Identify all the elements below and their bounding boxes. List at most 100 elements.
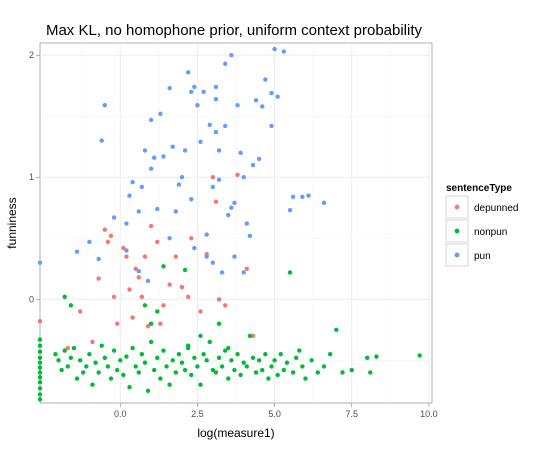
data-point-depunned — [198, 309, 203, 314]
data-point-nonpun — [349, 367, 354, 373]
data-point-pun — [235, 103, 240, 108]
data-point-nonpun — [229, 358, 234, 363]
data-point-pun — [229, 205, 234, 210]
data-point-pun — [192, 245, 197, 251]
data-point-nonpun — [368, 370, 373, 375]
data-point-pun — [195, 103, 200, 108]
data-point-pun — [189, 197, 194, 202]
data-point-nonpun — [121, 372, 126, 378]
legend-label-nonpun: nonpun — [474, 227, 507, 238]
data-point-nonpun — [185, 343, 191, 348]
data-point-pun — [210, 184, 216, 190]
data-point-nonpun — [198, 382, 203, 387]
data-point-nonpun — [59, 367, 64, 373]
data-point-pun — [272, 46, 277, 52]
data-point-nonpun — [216, 321, 222, 326]
data-point-depunned — [37, 319, 43, 324]
data-point-nonpun — [37, 365, 43, 370]
data-point-pun — [263, 77, 268, 82]
data-point-depunned — [77, 309, 83, 314]
data-point-pun — [142, 148, 148, 153]
data-point-pun — [210, 260, 216, 265]
data-point-nonpun — [133, 364, 138, 369]
data-point-pun — [244, 221, 250, 226]
legend-key-depunned — [454, 204, 460, 210]
data-point-nonpun — [321, 364, 327, 369]
data-point-pun — [222, 123, 228, 129]
data-point-pun — [226, 212, 231, 218]
data-point-nonpun — [189, 372, 194, 378]
data-point-nonpun — [161, 348, 166, 353]
data-point-depunned — [111, 294, 117, 300]
data-point-nonpun — [56, 358, 61, 363]
data-point-nonpun — [210, 367, 216, 373]
data-point-depunned — [189, 236, 194, 241]
data-point-pun — [189, 89, 194, 95]
data-point-depunned — [121, 245, 126, 251]
data-point-depunned — [167, 282, 172, 287]
data-point-nonpun — [90, 382, 95, 387]
data-point-nonpun — [161, 264, 166, 269]
data-point-pun — [130, 179, 135, 185]
data-point-nonpun — [130, 345, 135, 351]
data-point-nonpun — [327, 351, 333, 357]
data-point-depunned — [145, 323, 151, 329]
data-point-pun — [136, 209, 141, 214]
data-point-depunned — [216, 297, 222, 302]
data-point-nonpun — [148, 339, 154, 345]
data-point-nonpun — [68, 355, 74, 361]
data-point-nonpun — [219, 364, 225, 369]
data-point-nonpun — [136, 370, 141, 375]
data-point-nonpun — [207, 339, 212, 345]
data-point-pun — [232, 254, 237, 259]
data-point-depunned — [124, 254, 129, 259]
data-point-depunned — [173, 254, 179, 259]
data-point-nonpun — [111, 348, 117, 353]
data-point-nonpun — [182, 367, 188, 373]
data-point-pun — [158, 111, 163, 116]
data-point-pun — [213, 84, 219, 90]
data-point-pun — [207, 122, 212, 127]
data-point-pun — [102, 103, 108, 108]
legend-label-depunned: depunned — [474, 203, 519, 214]
data-point-nonpun — [142, 303, 148, 308]
data-point-nonpun — [173, 370, 179, 375]
y-tick-label: 1 — [29, 172, 34, 182]
data-point-pun — [241, 175, 246, 180]
data-point-nonpun — [216, 355, 222, 361]
data-point-nonpun — [290, 370, 296, 375]
data-point-pun — [213, 96, 219, 102]
data-point-nonpun — [232, 367, 237, 373]
data-point-nonpun — [309, 358, 314, 363]
data-point-nonpun — [238, 372, 243, 378]
data-point-pun — [204, 254, 209, 259]
data-point-nonpun — [340, 370, 345, 375]
data-point-nonpun — [182, 267, 188, 273]
data-point-nonpun — [102, 355, 108, 361]
axis-ticks: 0.0 2.5 5.0 7.5 10.0 0 1 2 — [29, 50, 438, 419]
data-point-nonpun — [37, 355, 43, 361]
data-point-nonpun — [87, 351, 92, 357]
data-point-nonpun — [37, 380, 43, 385]
x-tick-label: 0.0 — [114, 409, 127, 419]
data-point-pun — [201, 89, 206, 95]
data-point-pun — [74, 249, 80, 254]
data-point-nonpun — [303, 376, 308, 381]
data-point-nonpun — [108, 376, 114, 381]
x-axis-title: log(measure1) — [197, 426, 274, 440]
data-point-pun — [204, 232, 209, 237]
data-point-depunned — [114, 321, 120, 326]
data-point-nonpun — [118, 358, 123, 363]
data-point-pun — [124, 221, 129, 226]
y-tick-label: 2 — [29, 50, 34, 60]
data-point-pun — [124, 248, 129, 253]
data-point-nonpun — [334, 327, 339, 332]
data-point-nonpun — [300, 364, 305, 369]
data-point-pun — [250, 162, 256, 168]
data-point-pun — [136, 269, 141, 274]
data-point-nonpun — [37, 397, 43, 402]
data-point-nonpun — [62, 348, 67, 353]
data-point-nonpun — [37, 386, 43, 391]
data-point-pun — [281, 49, 287, 54]
